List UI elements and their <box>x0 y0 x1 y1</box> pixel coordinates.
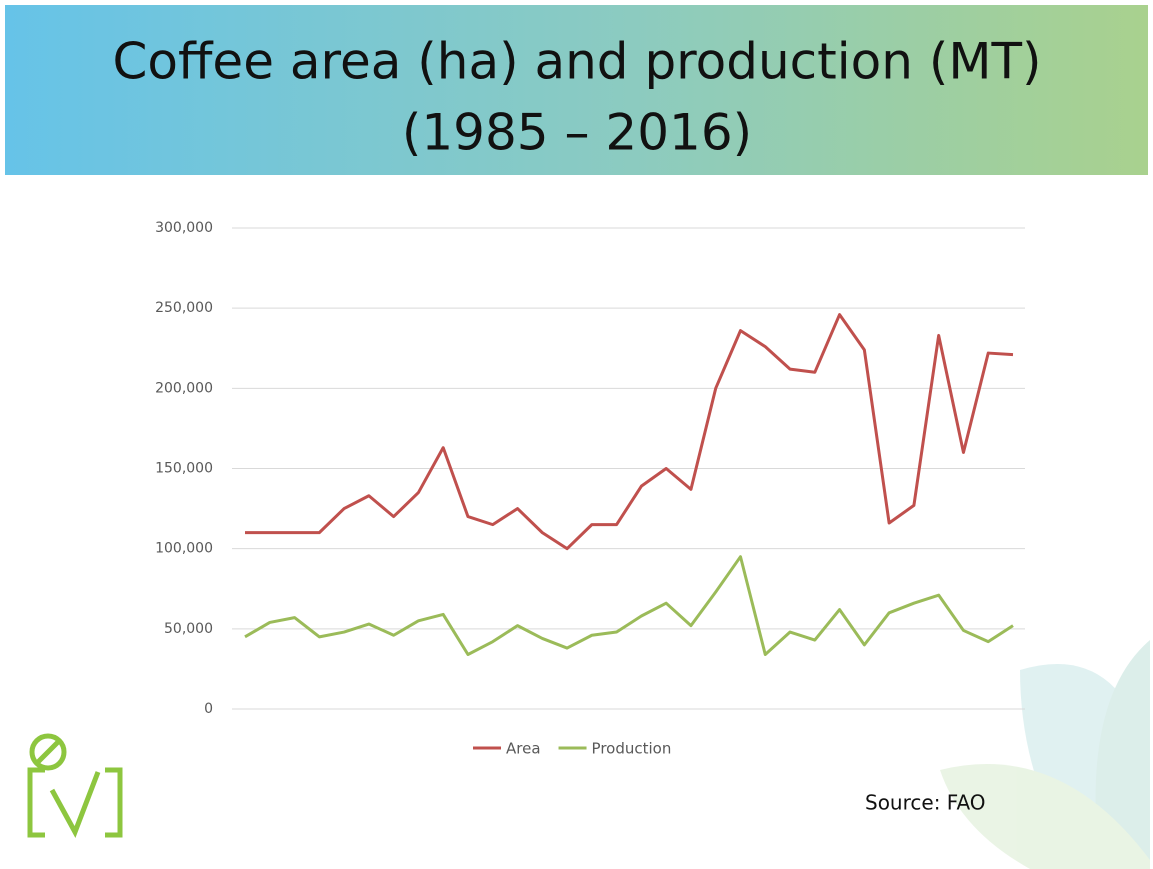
y-tick-label: 300,000 <box>155 220 213 236</box>
legend-label: Production <box>592 740 672 758</box>
source-note: Source: FAO <box>865 791 986 815</box>
chart-subtitle: (1985 – 2016) <box>402 104 752 162</box>
series-line <box>245 557 1013 655</box>
y-tick-label: 50,000 <box>164 621 213 637</box>
series-line <box>245 315 1013 549</box>
y-tick-label: 250,000 <box>155 300 213 316</box>
y-tick-label: 0 <box>204 701 213 717</box>
y-tick-label: 100,000 <box>155 541 213 557</box>
decor-leaves <box>940 640 1150 869</box>
logo <box>30 736 120 835</box>
y-tick-label: 150,000 <box>155 461 213 477</box>
y-tick-label: 200,000 <box>155 380 213 396</box>
chart-title: Coffee area (ha) and production (MT) <box>112 33 1041 91</box>
slide: Coffee area (ha) and production (MT) (19… <box>0 0 1153 869</box>
legend-label: Area <box>506 740 541 758</box>
